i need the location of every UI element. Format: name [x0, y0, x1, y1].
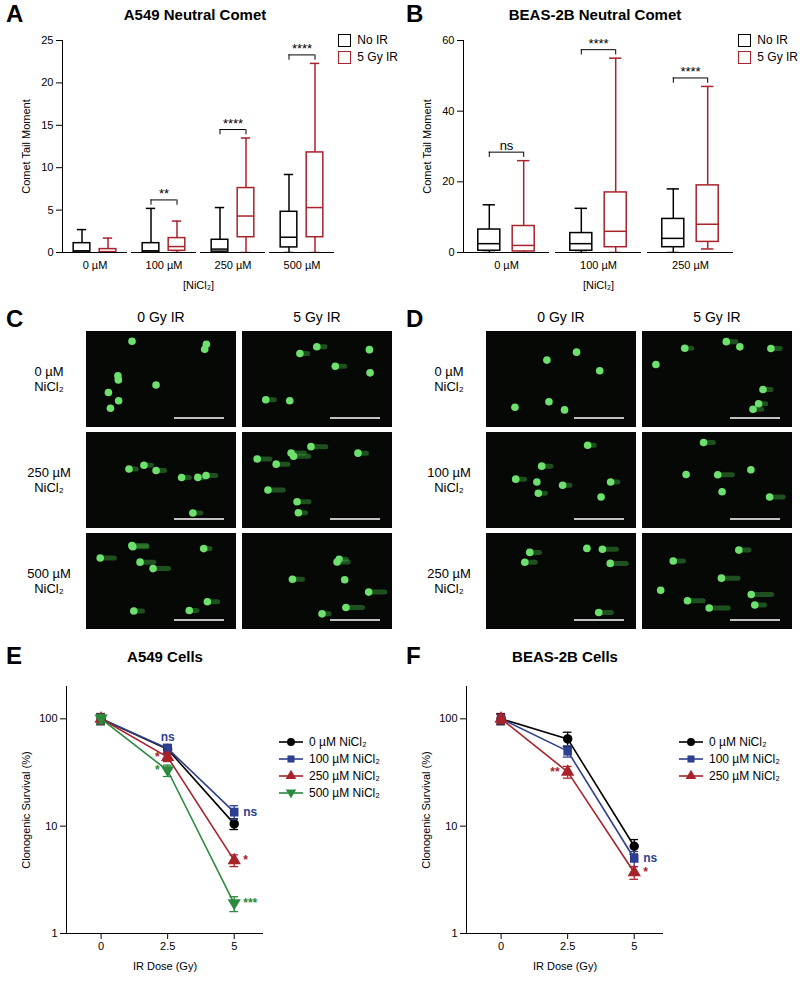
- svg-text:**: **: [550, 765, 560, 779]
- svg-text:ns: ns: [500, 138, 514, 153]
- svg-text:250 µM: 250 µM: [215, 259, 252, 271]
- html-text:0 Gy IR: 0 Gy IR: [137, 309, 185, 325]
- html-text:0 µM NiCl₂: 0 µM NiCl₂: [34, 364, 64, 394]
- svg-text:****: ****: [680, 64, 700, 79]
- html-text:A549 Cells: A549 Cells: [127, 648, 203, 665]
- html-text:5 Gy IR: 5 Gy IR: [357, 50, 398, 64]
- svg-text:5: 5: [231, 940, 237, 952]
- svg-text:****: ****: [292, 41, 312, 56]
- svg-text:100 µM: 100 µM: [580, 259, 617, 271]
- html-text:BEAS-2B Neutral Comet: BEAS-2B Neutral Comet: [508, 6, 682, 23]
- svg-text:IR Dose (Gy): IR Dose (Gy): [533, 960, 597, 972]
- html-text:0 µM NiCl₂: 0 µM NiCl₂: [709, 735, 767, 749]
- svg-text:100: 100: [439, 712, 457, 724]
- svg-text:ns: ns: [643, 851, 657, 865]
- html-text:100 µM NiCl₂: 100 µM NiCl₂: [309, 752, 380, 766]
- svg-text:Comet Tail Moment: Comet Tail Moment: [20, 99, 32, 194]
- svg-text:0 µM: 0 µM: [494, 259, 519, 271]
- svg-text:*: *: [243, 853, 248, 867]
- svg-text:60: 60: [442, 34, 454, 46]
- html-text:250 µM NiCl₂: 250 µM NiCl₂: [27, 465, 71, 495]
- svg-text:**: **: [159, 186, 169, 201]
- svg-text:10: 10: [445, 820, 457, 832]
- html-text:250 µM NiCl₂: 250 µM NiCl₂: [427, 566, 471, 596]
- svg-text:Clonogenic Survival (%): Clonogenic Survival (%): [20, 751, 32, 868]
- html-text:100 µM NiCl₂: 100 µM NiCl₂: [709, 752, 780, 766]
- html-text:5 Gy IR: 5 Gy IR: [757, 50, 798, 64]
- html-text:250 µM NiCl₂: 250 µM NiCl₂: [309, 769, 380, 783]
- svg-text:*: *: [155, 763, 160, 777]
- html-text:500 µM NiCl₂: 500 µM NiCl₂: [27, 566, 71, 596]
- svg-text:250 µM: 250 µM: [672, 259, 709, 271]
- html-text:No IR: No IR: [357, 33, 388, 47]
- html-text:5 Gy IR: 5 Gy IR: [293, 309, 341, 325]
- svg-text:****: ****: [588, 36, 608, 51]
- svg-text:10: 10: [45, 820, 57, 832]
- svg-text:1: 1: [451, 927, 457, 939]
- html-text:E: E: [6, 642, 22, 669]
- html-text:A549 Neutral Comet: A549 Neutral Comet: [123, 6, 267, 23]
- svg-text:0: 0: [98, 940, 104, 952]
- svg-text:100: 100: [39, 712, 57, 724]
- svg-text:100 µM: 100 µM: [146, 259, 183, 271]
- html-text:D: D: [406, 305, 424, 332]
- html-text:F: F: [406, 642, 421, 669]
- svg-text:Clonogenic Survival (%): Clonogenic Survival (%): [420, 751, 432, 868]
- html-text:A: A: [6, 0, 24, 27]
- svg-text:0: 0: [498, 940, 504, 952]
- svg-text:5: 5: [47, 204, 53, 216]
- svg-text:20: 20: [41, 76, 53, 88]
- svg-text:500 µM: 500 µM: [284, 259, 321, 271]
- svg-text:1: 1: [51, 927, 57, 939]
- svg-text:IR Dose (Gy): IR Dose (Gy): [133, 960, 197, 972]
- html-text:0 µM NiCl₂: 0 µM NiCl₂: [309, 735, 367, 749]
- html-text:BEAS-2B Cells: BEAS-2B Cells: [512, 648, 618, 665]
- svg-text:20: 20: [442, 175, 454, 187]
- svg-text:40: 40: [442, 105, 454, 117]
- svg-text:25: 25: [41, 34, 53, 46]
- svg-text:0: 0: [448, 246, 454, 258]
- svg-text:10: 10: [41, 161, 53, 173]
- svg-text:***: ***: [243, 896, 257, 910]
- html-text:100 µM NiCl₂: 100 µM NiCl₂: [427, 465, 471, 495]
- html-text:250 µM NiCl₂: 250 µM NiCl₂: [709, 769, 780, 783]
- svg-text:15: 15: [41, 119, 53, 131]
- svg-text:****: ****: [223, 116, 243, 131]
- svg-text:2.5: 2.5: [560, 940, 575, 952]
- svg-text:0: 0: [47, 246, 53, 258]
- html-text:0 µM NiCl₂: 0 µM NiCl₂: [434, 364, 464, 394]
- html-text:No IR: No IR: [757, 33, 788, 47]
- svg-text:5: 5: [631, 940, 637, 952]
- html-text:5 Gy IR: 5 Gy IR: [693, 309, 741, 325]
- svg-text:ns: ns: [161, 730, 175, 744]
- html-text:B: B: [406, 0, 424, 27]
- html-text:C: C: [6, 305, 24, 332]
- svg-text:[NiCl₂]: [NiCl₂]: [183, 279, 214, 291]
- svg-text:*: *: [643, 865, 648, 879]
- svg-text:Comet Tail Moment: Comet Tail Moment: [421, 99, 433, 194]
- svg-text:[NiCl₂]: [NiCl₂]: [583, 279, 614, 291]
- html-text:0 Gy IR: 0 Gy IR: [537, 309, 585, 325]
- html-text:500 µM NiCl₂: 500 µM NiCl₂: [309, 786, 380, 800]
- svg-text:0 µM: 0 µM: [83, 259, 108, 271]
- svg-text:2.5: 2.5: [160, 940, 175, 952]
- svg-text:ns: ns: [243, 805, 257, 819]
